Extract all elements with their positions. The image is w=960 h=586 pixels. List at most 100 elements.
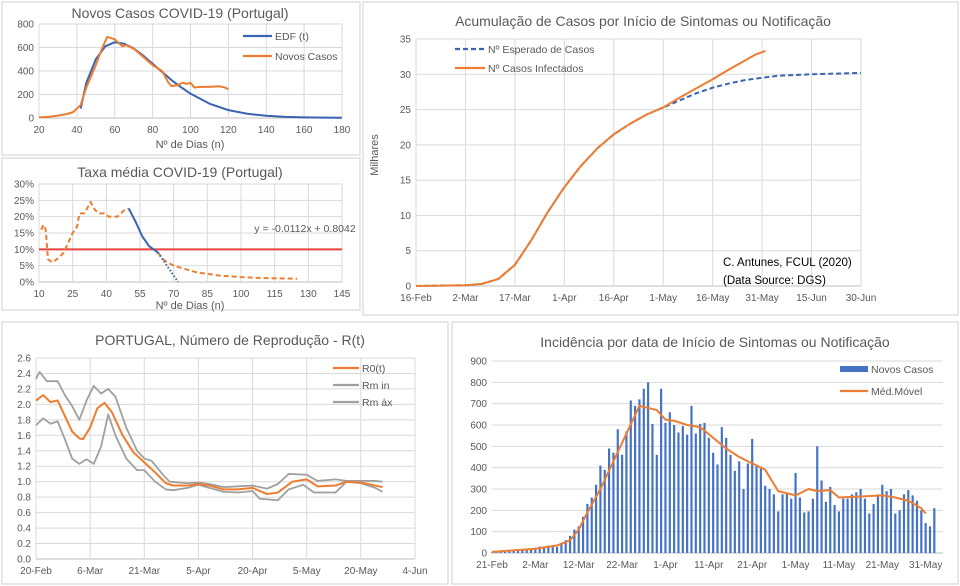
bar-novos-casos xyxy=(525,549,528,553)
y-tick-label: 200 xyxy=(470,506,487,517)
bar-novos-casos xyxy=(508,551,511,553)
y-tick-label: 0 xyxy=(481,549,487,560)
line-rm-in xyxy=(35,371,383,490)
bar-novos-casos xyxy=(868,513,871,553)
x-tick-label: 6-Mar xyxy=(77,566,104,577)
x-tick-label: 145 xyxy=(334,289,351,300)
line-series xyxy=(157,252,179,283)
x-tick-label: 20-Feb xyxy=(20,566,52,577)
bar-novos-casos xyxy=(555,547,559,553)
bar-novos-casos xyxy=(833,505,836,553)
legend-label: Rm áx xyxy=(362,397,393,409)
rate-chart: 0% 5% 10% 15% 20% 25% 30% 10 25 40 55 70 85 100 115 130… xyxy=(1,157,361,312)
bar-novos-casos xyxy=(547,545,550,553)
y-tick-label: 10% xyxy=(14,245,34,256)
bar-novos-casos xyxy=(876,494,880,553)
x-tick-label: 21-May xyxy=(866,560,899,571)
bar-novos-casos xyxy=(725,437,728,553)
bar-novos-casos xyxy=(534,547,537,553)
bar-novos-casos xyxy=(816,446,819,553)
bar-novos-casos xyxy=(924,523,927,553)
bar-novos-casos xyxy=(521,549,524,553)
y-tick-label: 10 xyxy=(400,211,412,222)
bar-novos-casos xyxy=(863,498,867,553)
x-tick-label: 17-Mar xyxy=(499,293,531,304)
y-tick-label: 600 xyxy=(17,43,34,54)
bar-novos-casos xyxy=(803,512,806,553)
bar-novos-casos xyxy=(660,388,663,553)
incidence-chart: 0 100 200 300 400 500 600 700 800 900 21-Feb 2-Mar 1… xyxy=(451,321,959,585)
x-tick-label: 55 xyxy=(134,289,146,300)
y-tick-label: 100 xyxy=(470,527,487,538)
y-tick-label: 20% xyxy=(14,212,34,223)
bar-novos-casos xyxy=(634,405,637,553)
bar-novos-casos xyxy=(859,489,862,553)
bar-novos-casos xyxy=(751,438,754,553)
bar-novos-casos xyxy=(599,465,602,553)
x-tick-label: 60 xyxy=(109,125,121,136)
x-tick-label: 31-May xyxy=(745,293,778,304)
bar-novos-casos xyxy=(768,489,771,553)
bar-novos-casos xyxy=(551,546,554,553)
x-tick-label: 2-Mar xyxy=(522,560,549,571)
bar-novos-casos xyxy=(794,473,797,553)
bar-novos-casos xyxy=(590,497,593,553)
x-tick-label: 130 xyxy=(300,289,317,300)
legend-label: Nº Esperado de Casos xyxy=(488,44,595,56)
x-tick-label: 10 xyxy=(33,289,45,300)
x-tick-label: 40 xyxy=(101,289,113,300)
x-tick-label: 1-Apr xyxy=(653,560,678,571)
bar-novos-casos xyxy=(608,448,611,553)
x-axis-label: Nº de Dias (n) xyxy=(156,300,225,312)
bar-novos-casos xyxy=(686,434,689,553)
annotation: (Data Source: DGS) xyxy=(723,275,826,287)
x-tick-label: 30-Jun xyxy=(846,293,877,304)
y-tick-label: 700 xyxy=(470,399,487,410)
x-tick-label: 12-Mar xyxy=(563,560,595,571)
y-tick-label: 500 xyxy=(470,442,487,453)
bar-novos-casos xyxy=(777,511,780,553)
bar-novos-casos xyxy=(759,466,762,553)
line-series xyxy=(40,200,130,264)
bar-novos-casos xyxy=(842,498,845,553)
chart-frame xyxy=(1,157,361,311)
x-tick-label: 180 xyxy=(334,125,351,136)
y-tick-label: 15% xyxy=(14,229,34,240)
bar-novos-casos xyxy=(673,425,676,553)
bar-novos-casos xyxy=(621,454,624,553)
line-series xyxy=(157,251,298,280)
legend-label: Novos Casos xyxy=(871,364,933,376)
bar-novos-casos xyxy=(651,423,654,553)
chart-title: PORTUGAL, Número de Reprodução - R(t) xyxy=(95,332,365,348)
x-tick-label: 85 xyxy=(202,289,214,300)
y-tick-label: 400 xyxy=(470,463,487,474)
bar-novos-casos xyxy=(811,498,814,553)
x-tick-label: 20 xyxy=(33,125,45,136)
y-tick-label: 900 xyxy=(470,357,487,368)
bar-novos-casos xyxy=(738,461,741,553)
bar-novos-casos xyxy=(707,437,710,553)
bar-novos-casos xyxy=(581,516,585,553)
bar-novos-casos xyxy=(928,526,932,553)
bar-novos-casos xyxy=(616,429,619,553)
chart-title: Incidência por data de Início de Sintoma… xyxy=(540,334,890,350)
bar-novos-casos xyxy=(690,405,693,553)
annotation: y = -0.0112x + 0.8042 xyxy=(254,223,356,235)
bar-novos-casos xyxy=(681,426,684,553)
bar-novos-casos xyxy=(807,511,810,553)
bar-novos-casos xyxy=(594,484,598,553)
bar-novos-casos xyxy=(668,412,671,553)
y-tick-label: 1.2 xyxy=(17,462,31,473)
bar-novos-casos xyxy=(733,470,736,553)
annotation: C. Antunes, FCUL (2020) xyxy=(723,257,852,269)
x-tick-label: 21-Mar xyxy=(128,566,160,577)
bar-novos-casos xyxy=(764,485,767,553)
legend-label: Novos Casos xyxy=(275,51,337,63)
x-axis-label: Nº de Dias (n) xyxy=(156,139,225,151)
y-tick-label: 35 xyxy=(400,35,412,46)
bar-novos-casos xyxy=(629,400,632,553)
y-tick-label: 300 xyxy=(470,485,487,496)
x-tick-label: 70 xyxy=(168,289,180,300)
line-m-d-m-vel xyxy=(491,404,927,553)
y-tick-label: 30 xyxy=(400,70,412,81)
